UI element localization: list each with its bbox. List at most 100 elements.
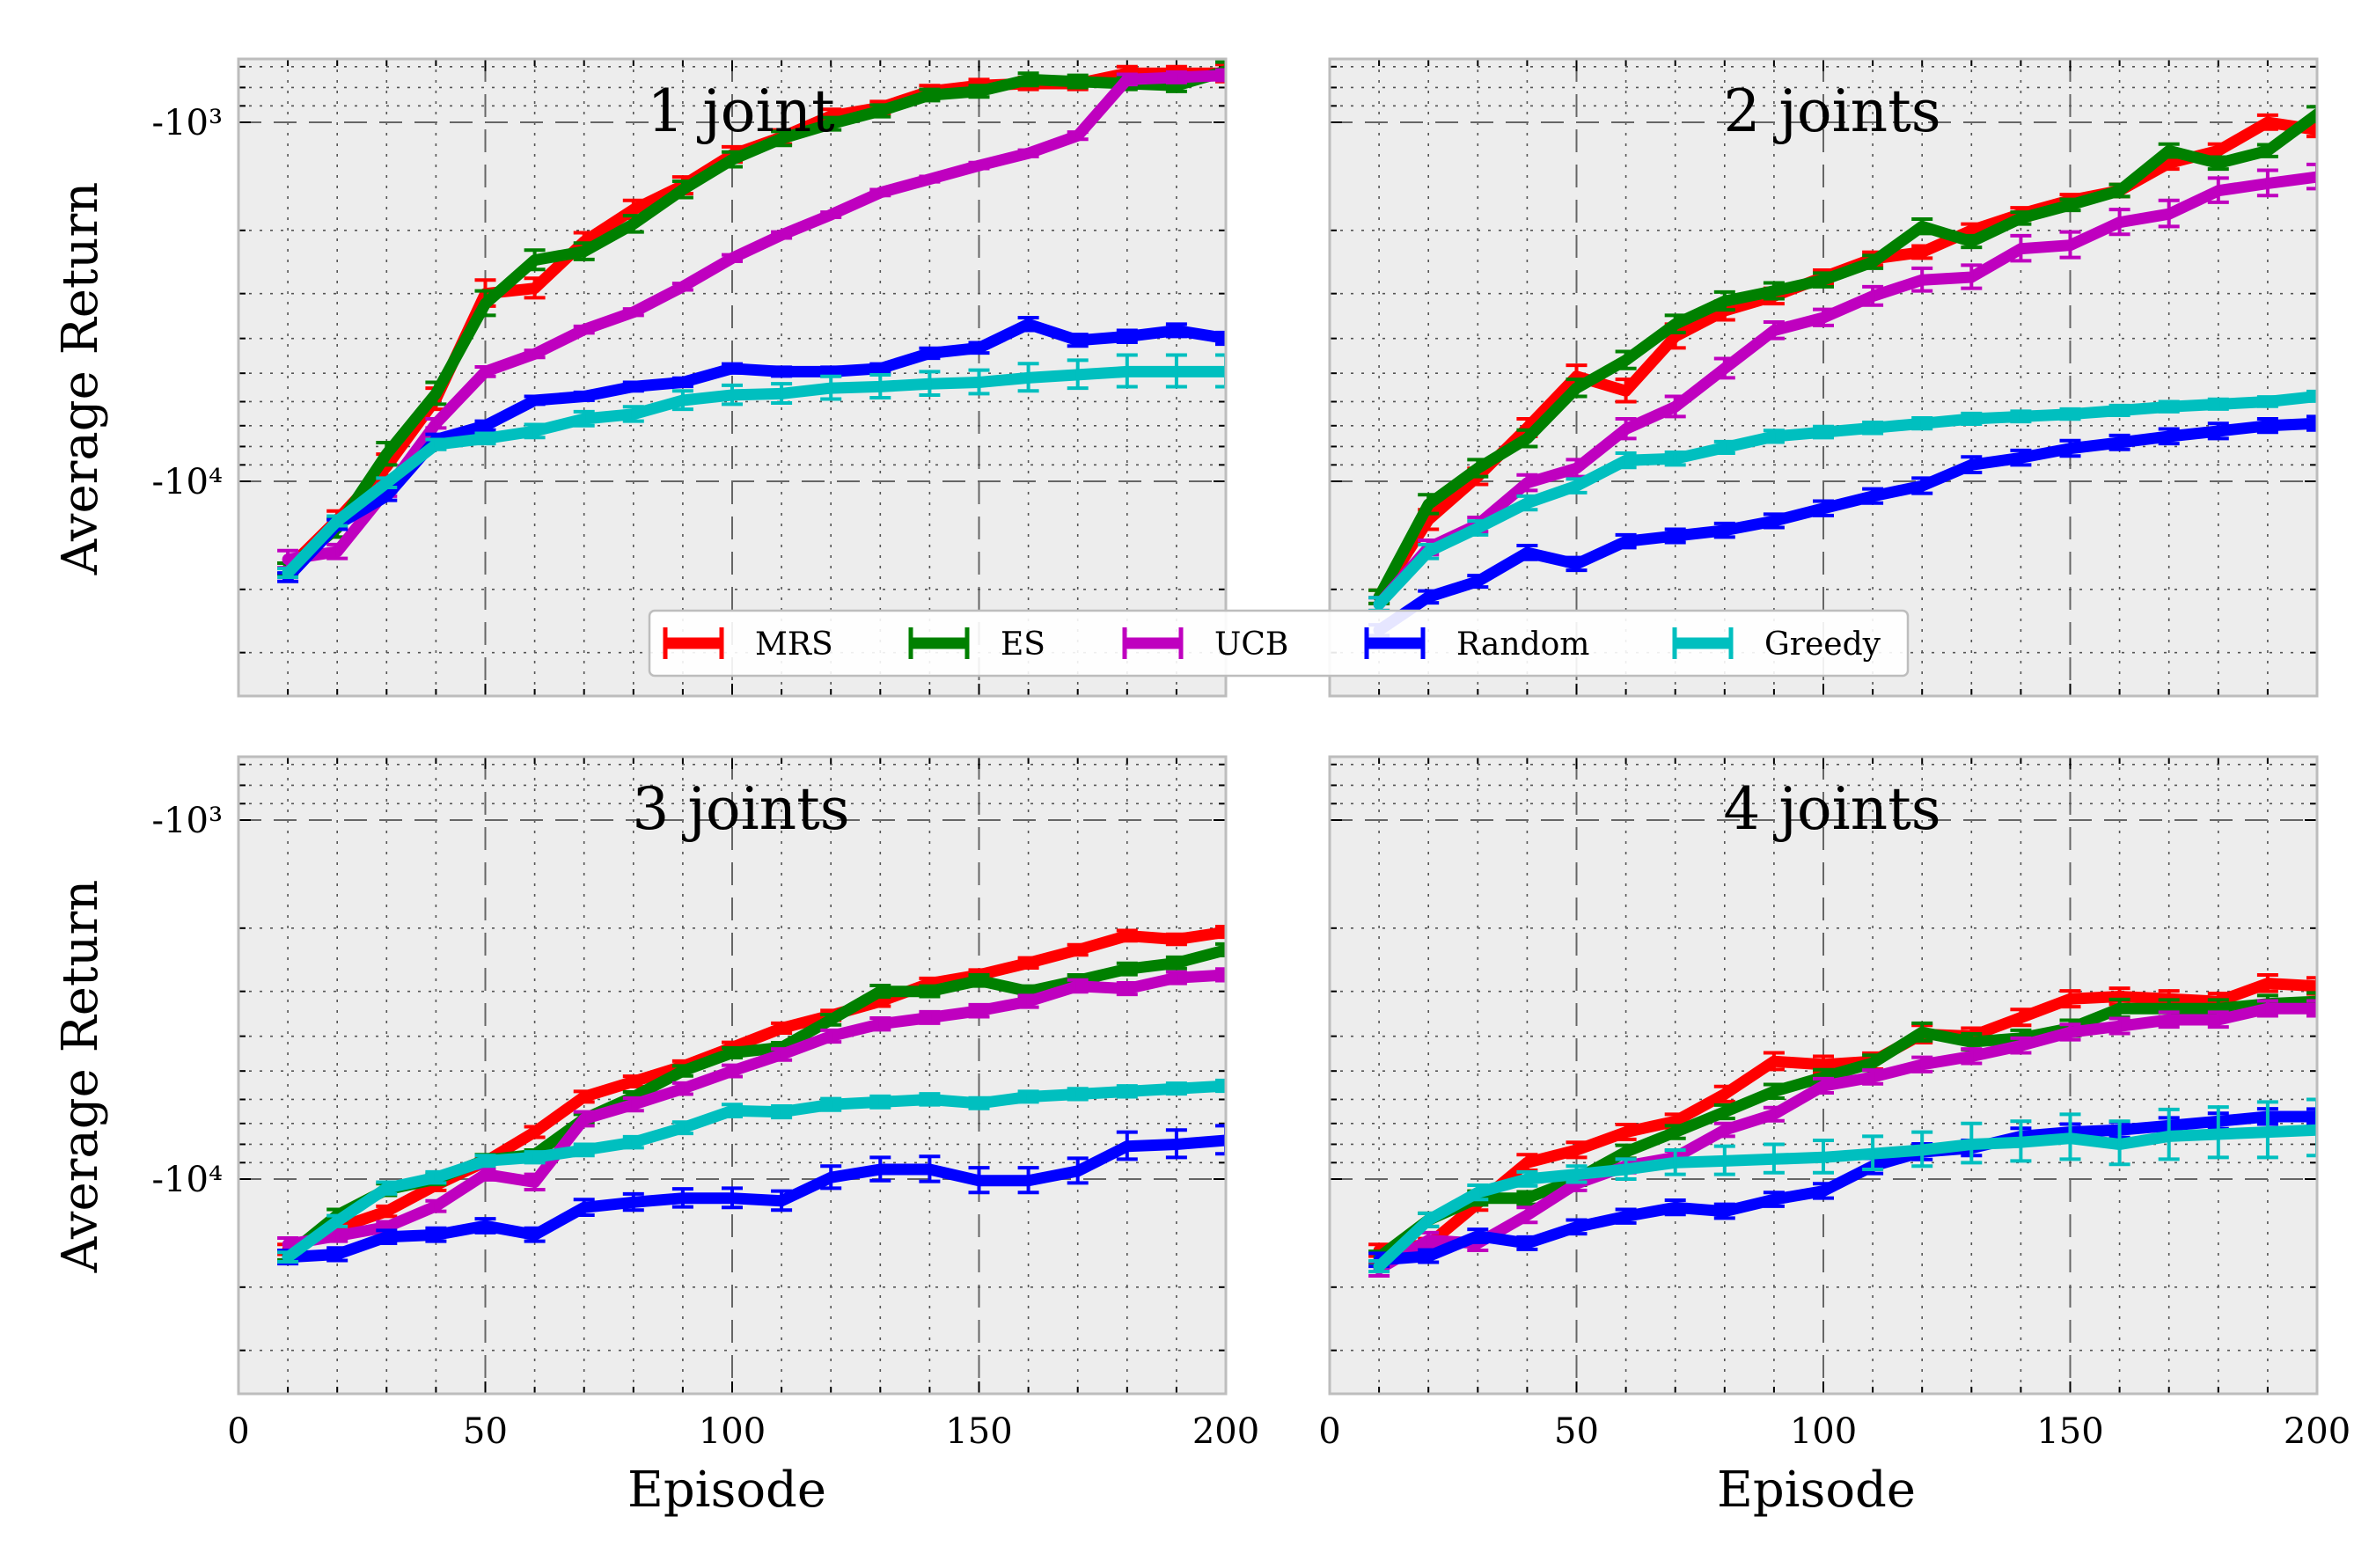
legend: MRS ES UCB Random Greedy [648, 609, 1910, 678]
error-bar [722, 1063, 743, 1079]
series-random [277, 1124, 1226, 1266]
error-bar [722, 150, 743, 169]
error-bar [524, 1172, 546, 1191]
error-bar [2207, 155, 2229, 172]
x-tick-label: 50 [463, 1411, 508, 1452]
error-bar [1215, 330, 1226, 347]
error-bar [1911, 1021, 1933, 1043]
legend-label: ES [1001, 626, 1045, 663]
error-bar [474, 431, 496, 446]
error-bar [1862, 1068, 1884, 1086]
error-bar [2256, 113, 2278, 131]
panel-title: 2 joints [1723, 77, 1940, 145]
error-bar [573, 390, 595, 403]
error-bar [1763, 429, 1785, 444]
error-bar [919, 1009, 941, 1025]
series-line-greedy [282, 1080, 1226, 1264]
error-bar [2158, 198, 2180, 229]
error-bar [1067, 942, 1089, 957]
error-bar [1566, 1218, 1588, 1236]
error-bar [968, 341, 990, 355]
error-bar [1862, 253, 1884, 270]
error-bar [1664, 313, 1686, 334]
error-bar [919, 87, 941, 103]
error-bar [622, 1191, 644, 1213]
error-bar [671, 1187, 693, 1209]
error-bar [1813, 499, 1834, 517]
error-bar [968, 1002, 990, 1019]
error-bar [1368, 1258, 1390, 1274]
error-bar [820, 115, 842, 132]
series-greedy [1368, 1097, 2317, 1274]
error-bar [1116, 353, 1138, 389]
error-bar [1116, 961, 1138, 977]
x-tick-label: 150 [945, 1411, 1012, 1452]
panel-3: -10³ -10⁴ 0 50 100 150 200 3 joints [152, 755, 1259, 1452]
error-bar [1418, 1248, 1440, 1264]
error-bar [771, 1189, 793, 1213]
error-bar [1215, 967, 1226, 983]
error-bar [1713, 1144, 1735, 1176]
series-random [277, 315, 1226, 583]
error-bar [1467, 519, 1489, 537]
series-line-es [1373, 995, 2317, 1264]
error-bar [1067, 130, 1089, 142]
error-bar [820, 1096, 842, 1112]
error-bar [622, 405, 644, 423]
error-bar [1813, 307, 1834, 327]
error-bar [1165, 70, 1187, 84]
error-bar [1813, 1076, 1834, 1095]
legend-entry-ucb: UCB [1122, 626, 1288, 663]
error-bar [2010, 409, 2032, 424]
error-bar [1116, 328, 1138, 345]
error-bar [2010, 210, 2032, 226]
error-bar [1615, 1207, 1637, 1225]
error-bar [573, 241, 595, 261]
error-bar [771, 365, 793, 378]
error-bar [671, 1120, 693, 1136]
error-bar [1418, 493, 1440, 516]
error-bar [1017, 362, 1039, 393]
error-bar [1116, 980, 1138, 997]
error-bar [1862, 1134, 1884, 1172]
error-bar [326, 542, 348, 561]
error-bar [474, 419, 496, 432]
error-bar [2306, 389, 2317, 403]
error-bar [1664, 394, 1686, 419]
error-bar [1763, 1142, 1785, 1175]
y-tick-label: -10⁴ [152, 1160, 223, 1200]
error-bar [869, 1155, 891, 1183]
error-bar [2010, 1007, 2032, 1028]
error-bar [425, 417, 447, 430]
error-bar [1116, 1084, 1138, 1099]
panel-frame [1328, 755, 2319, 1396]
error-bar [1763, 319, 1785, 341]
error-bar [968, 84, 990, 99]
series-line-greedy [1373, 391, 2317, 611]
error-bar [722, 1045, 743, 1060]
error-bar [1713, 356, 1735, 380]
error-bar [1165, 955, 1187, 971]
panel-1: -10³ -10⁴ 1 joint [152, 57, 1228, 698]
error-bar [425, 380, 447, 407]
error-bar [1215, 353, 1226, 389]
y-axis-title-bottom: Average Return [52, 880, 109, 1274]
panel-title: 1 joint [647, 77, 834, 145]
error-bar [1911, 244, 1933, 260]
error-bar [869, 984, 891, 1000]
error-bar [1664, 1124, 1686, 1140]
error-bar [1566, 1164, 1588, 1184]
error-bar [1017, 993, 1039, 1009]
error-bar [1813, 1138, 1834, 1175]
error-bar [1067, 358, 1089, 391]
error-bar [1116, 72, 1138, 87]
error-bar [524, 394, 546, 407]
error-bar [869, 103, 891, 119]
error-bar [2059, 1112, 2081, 1161]
error-bar [326, 1246, 348, 1263]
x-axis-title-left: Episode [627, 1462, 826, 1519]
error-bar [771, 1104, 793, 1120]
error-bar [722, 253, 743, 264]
error-bar [1467, 574, 1489, 590]
